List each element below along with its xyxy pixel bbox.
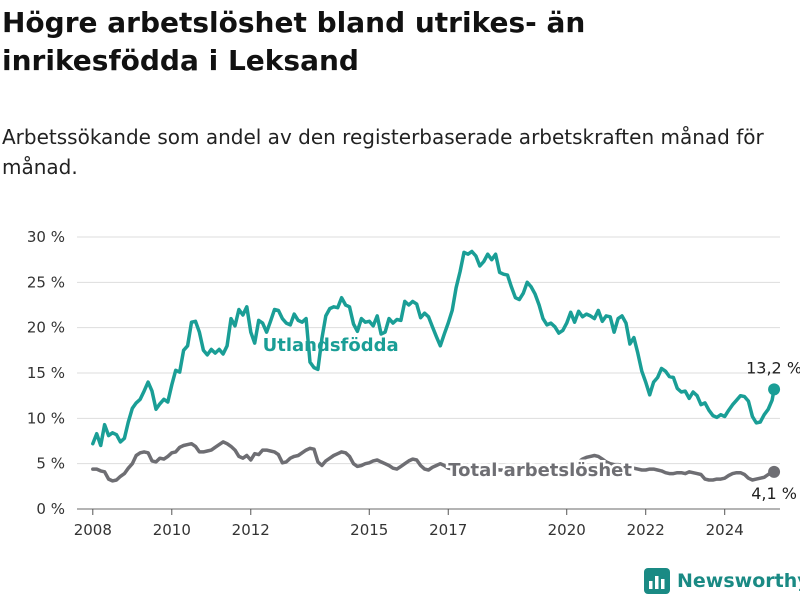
x-tick-label: 2015: [350, 521, 388, 539]
series-end-point-1: [768, 465, 781, 478]
brand-logo[interactable]: Newsworthy: [644, 568, 800, 594]
series-labels: 13,2 % 4,1 % Utlandsfödda Total arbetslöshe…: [263, 335, 800, 503]
x-tick-label: 2010: [153, 521, 191, 539]
series-line-1: [91, 440, 776, 483]
brand-name: Newsworthy: [677, 570, 800, 592]
series-name-label-0: Utlandsfödda: [263, 335, 399, 356]
newsworthy-logo-icon: [644, 568, 670, 594]
series-end-point-0: [768, 383, 781, 396]
x-tick-label: 2017: [429, 521, 467, 539]
y-tick-label: 25 %: [27, 273, 65, 291]
x-tick-label: 2012: [232, 521, 270, 539]
x-tick-label: 2020: [548, 521, 586, 539]
y-tick-label: 15 %: [27, 364, 65, 382]
y-tick-label: 30 %: [27, 228, 65, 246]
series-name-label-1: Total arbetslöshet: [448, 460, 632, 481]
x-tick-label: 2022: [627, 521, 665, 539]
y-tick-label: 20 %: [27, 319, 65, 337]
end-value-label-0: 13,2 %: [746, 358, 800, 377]
y-tick-label: 10 %: [27, 409, 65, 427]
y-tick-label: 5 %: [36, 455, 65, 473]
chart-title: Högre arbetslöshet bland utrikes- än inr…: [2, 6, 586, 77]
x-tick-label: 2024: [706, 521, 744, 539]
y-tick-label: 0 %: [36, 500, 65, 518]
x-axis-ticks: 2008 2010 2012 2015 2017 2020 2022 2024: [74, 509, 744, 539]
line-chart: 0 %5 %10 %15 %20 %25 %30 % 2008 2010 2012 2…: [27, 228, 800, 539]
chart-subtitle: Arbetssökande som andel av den registerb…: [2, 125, 764, 179]
grid-lines: [77, 236, 780, 510]
series-lines: [91, 249, 781, 483]
series-line-0: [91, 249, 776, 448]
y-axis-ticks: 0 % 5 % 10 % 15 % 20 % 25 % 30 %: [27, 228, 65, 518]
x-tick-label: 2008: [74, 521, 112, 539]
end-value-label-1: 4,1 %: [751, 484, 797, 503]
